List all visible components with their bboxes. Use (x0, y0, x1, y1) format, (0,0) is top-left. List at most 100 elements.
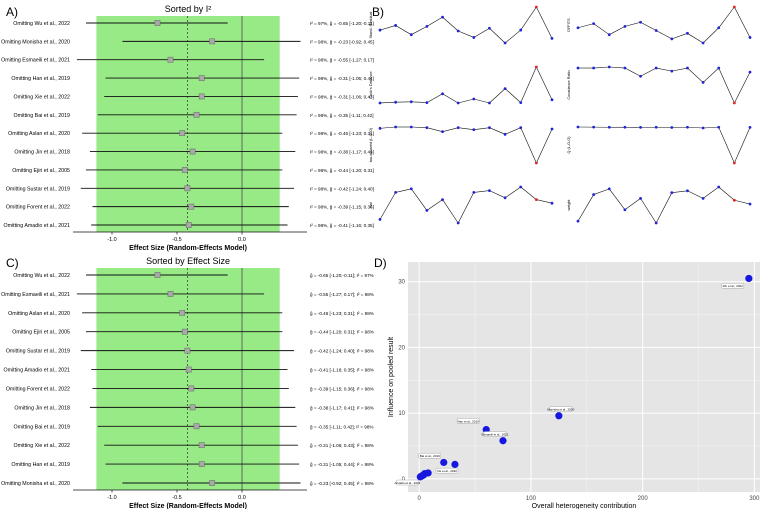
x-tick-label: -1.0 (107, 237, 116, 243)
facet-point (717, 186, 720, 189)
point-label: Bai et al., 2019 (420, 454, 440, 458)
facet-segment (687, 191, 703, 199)
facet-point (733, 199, 736, 202)
facet-point (379, 102, 382, 105)
facet-point (551, 37, 554, 40)
forest-title: Sorted by I² (165, 4, 212, 14)
facet-point (394, 126, 397, 129)
estimate-marker (180, 131, 185, 136)
facet-segment (458, 31, 474, 37)
plot-background (408, 262, 760, 492)
study-label: Omitting Amadio et al., 2021 (3, 368, 70, 374)
facet-point (733, 6, 736, 9)
facet-point (655, 67, 658, 70)
facet-segment (641, 198, 657, 223)
facet-point (670, 191, 673, 194)
estimate-marker (185, 186, 190, 191)
facet-segment (734, 127, 750, 163)
estimate-marker (180, 310, 185, 315)
facet-point (592, 22, 595, 25)
facet-segment (380, 102, 396, 103)
scatter-point (419, 472, 426, 479)
estimate-marker (194, 112, 199, 117)
facet-ylabel: DFFITS (567, 18, 571, 32)
study-label: Omitting Sustar et al., 2019 (6, 186, 70, 192)
facet-point (717, 126, 720, 129)
estimate-text: I² = 98%, ĝ = -0.38 [-1.17; 0.41] (310, 150, 374, 155)
facet-segment (489, 28, 505, 43)
facet-segment (411, 127, 427, 128)
y-tick-label: 10 (398, 411, 405, 417)
facet-point (535, 162, 538, 165)
estimate-text: ĝ = -0.65 [-1.20;-0.11]; I² = 97% (310, 273, 374, 278)
facet-point (577, 67, 580, 70)
x-axis-label: Effect Size (Random-Effects Model) (129, 245, 247, 252)
facet-segment (411, 189, 427, 211)
x-tick-label: 0.0 (238, 495, 246, 501)
estimate-text: ĝ = -0.55 [-1.27; 0.17]; I² = 98% (310, 292, 374, 297)
facet-segment (672, 33, 688, 39)
facet-point (655, 222, 658, 225)
panel-label-c: C) (6, 256, 19, 270)
facet-segment (458, 99, 474, 103)
facet-point (488, 102, 491, 105)
facet-segment (703, 127, 719, 128)
facet-point (457, 102, 460, 105)
facet-segment (594, 189, 610, 195)
facet-point (551, 128, 554, 131)
facet-point (410, 126, 413, 129)
facet-segment (505, 187, 521, 198)
facet-segment (687, 127, 703, 128)
facet-segment (521, 128, 537, 163)
estimate-text: ĝ = -0.42 [-1.24; 0.40]; I² = 98% (310, 349, 374, 354)
facet-segment (625, 198, 641, 209)
estimate-text: ĝ = -0.35 [-1.11; 0.42]; I² = 98% (310, 424, 374, 429)
facet-point (608, 126, 611, 129)
facet-segment (703, 68, 719, 82)
facet-point (655, 29, 658, 32)
facet-segment (641, 68, 657, 76)
facet-point (457, 126, 460, 129)
facet-point (639, 21, 642, 24)
facet-segment (521, 67, 537, 103)
facet-point (504, 196, 507, 199)
facet-segment (719, 127, 735, 163)
facet-ylabel: weight (567, 199, 571, 211)
facet-point (519, 126, 522, 129)
study-label: Omitting Monisha et al., 2020 (1, 481, 70, 487)
facet-point (639, 197, 642, 200)
study-label: Omitting Esmaeili et al., 2021 (1, 292, 70, 298)
estimate-text: I² = 97%, ĝ = -0.65 [-1.20;-0.11] (310, 21, 374, 26)
facet-point (426, 25, 429, 28)
facet-segment (687, 68, 703, 82)
estimate-marker (199, 94, 204, 99)
facet-segment (625, 68, 641, 76)
x-tick-label: 300 (749, 496, 760, 502)
facet-segment (489, 89, 505, 103)
facet-segment (380, 127, 396, 128)
facet-point (472, 36, 475, 39)
facet-segment (734, 7, 750, 37)
facet-segment (443, 128, 459, 132)
facet-point (592, 193, 595, 196)
facet-point (749, 203, 752, 206)
facet-segment (578, 24, 594, 28)
facet-point (472, 191, 475, 194)
x-tick-label: 0 (418, 496, 422, 502)
facet-segment (474, 128, 490, 130)
facet-point (670, 37, 673, 40)
facet-point (488, 126, 491, 129)
estimate-text: ĝ = -0.31 [-1.06; 0.43]; I² = 98% (310, 443, 374, 448)
facet-point (551, 202, 554, 205)
facet-ylabel: Covariance Ratio (567, 70, 571, 99)
facet-segment (458, 128, 474, 130)
facet-segment (443, 94, 459, 103)
facet-point (535, 66, 538, 69)
facet-point (488, 27, 491, 30)
facet-segment (609, 67, 625, 68)
facet-segment (380, 25, 396, 30)
estimate-marker (189, 204, 194, 209)
facet-segment (609, 26, 625, 34)
facet-segment (396, 189, 412, 193)
facet-point (457, 30, 460, 33)
